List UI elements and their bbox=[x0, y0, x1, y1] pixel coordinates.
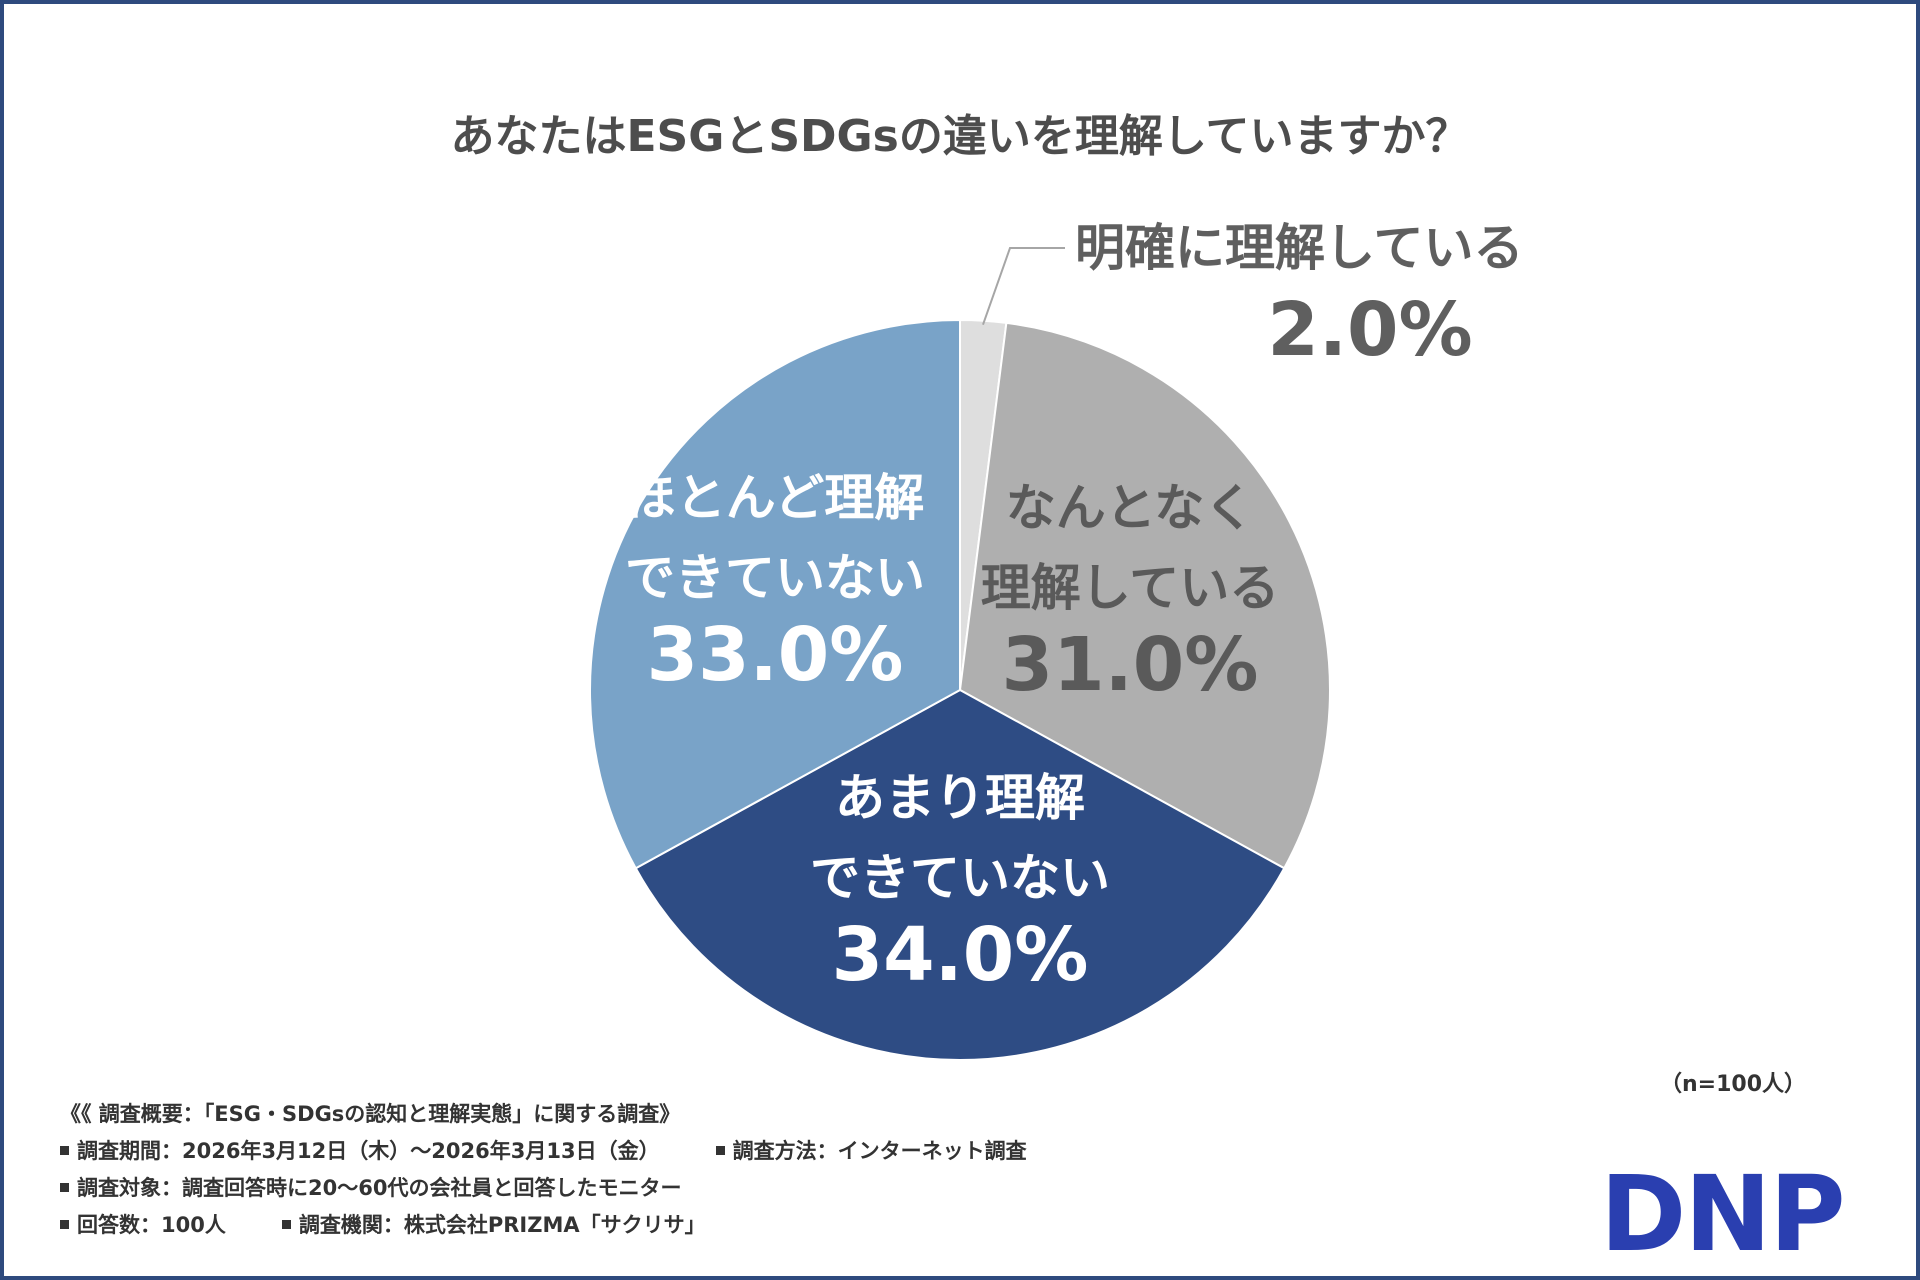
callout-leader-line bbox=[982, 247, 1065, 326]
survey-target: 調査対象：調査回答時に20～60代の会社員と回答したモニター bbox=[77, 1176, 682, 1200]
survey-row-3: 回答数：100人 調査機関：株式会社PRIZMA「サクリサ」 bbox=[60, 1207, 1027, 1244]
slice-value-2: 31.0% bbox=[1002, 622, 1259, 708]
survey-heading: 《《 調査概要：「ESG・SDGsの認知と理解実態」に関する調査》 bbox=[60, 1102, 681, 1126]
pie-slice-3 bbox=[634, 688, 1286, 1061]
bullet-square-icon bbox=[60, 1145, 69, 1155]
bullet-square-icon bbox=[60, 1182, 69, 1192]
bullet-square-icon bbox=[715, 1145, 725, 1155]
survey-period: 調査期間：2026年3月12日（木）～2026年3月13日（金） bbox=[77, 1139, 660, 1163]
survey-method: 調査方法：インターネット調査 bbox=[732, 1139, 1027, 1163]
slice-label-2-line-2: 理解している bbox=[981, 559, 1280, 617]
survey-row-1: 調査期間：2026年3月12日（木）～2026年3月13日（金） 調査方法：インタ… bbox=[60, 1133, 1027, 1170]
slice-value-4: 33.0% bbox=[647, 612, 904, 698]
bullet-square-icon bbox=[60, 1219, 69, 1229]
slice-label-2-line-1: なんとなく bbox=[1006, 479, 1255, 537]
slice-value-3: 34.0% bbox=[832, 912, 1089, 998]
slice-value-1: 2.0% bbox=[1267, 287, 1472, 373]
sample-size-note: （n=100人） bbox=[1660, 1072, 1807, 1097]
survey-row-2: 調査対象：調査回答時に20～60代の会社員と回答したモニター bbox=[60, 1170, 1027, 1207]
bullet-square-icon bbox=[281, 1219, 291, 1229]
slice-label-3-line-1: あまり理解 bbox=[835, 769, 1085, 827]
slice-label-4-line-1: ほとんど理解 bbox=[626, 469, 925, 527]
chart-title: あなたはESGとSDGsの違いを理解していますか？ bbox=[450, 111, 1470, 162]
slice-label-4-line-2: できていない bbox=[625, 549, 925, 607]
survey-organization: 調査機関：株式会社PRIZMA「サクリサ」 bbox=[298, 1213, 706, 1237]
survey-notes: 《《 調査概要：「ESG・SDGsの認知と理解実態」に関する調査》 調査期間：2… bbox=[60, 1096, 1027, 1244]
slice-label-1: 明確に理解している bbox=[1075, 219, 1524, 277]
slice-label-3-line-2: できていない bbox=[810, 849, 1110, 907]
survey-respondents: 回答数：100人 bbox=[77, 1213, 226, 1237]
dnp-logo: DNP bbox=[1600, 1153, 1846, 1275]
pie-slice-4 bbox=[589, 318, 961, 870]
pie-slice-2 bbox=[958, 321, 1331, 870]
